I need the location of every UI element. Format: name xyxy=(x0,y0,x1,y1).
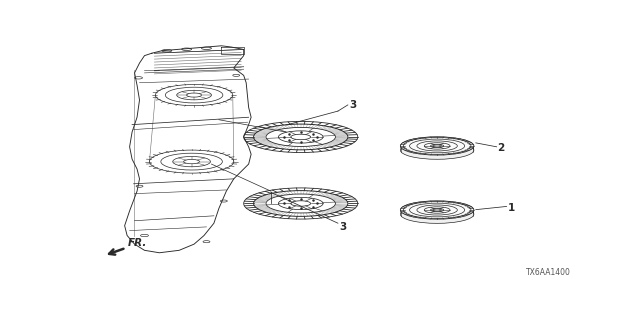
Ellipse shape xyxy=(401,201,474,219)
Ellipse shape xyxy=(433,145,442,147)
Text: 3: 3 xyxy=(349,100,356,110)
Ellipse shape xyxy=(401,141,474,159)
Text: 3: 3 xyxy=(339,222,346,232)
Ellipse shape xyxy=(401,137,474,155)
Ellipse shape xyxy=(433,209,442,211)
Text: FR.: FR. xyxy=(127,238,147,248)
Text: 2: 2 xyxy=(497,143,504,153)
Text: 1: 1 xyxy=(508,204,515,213)
Ellipse shape xyxy=(401,205,474,223)
Text: TX6AA1400: TX6AA1400 xyxy=(526,268,571,277)
